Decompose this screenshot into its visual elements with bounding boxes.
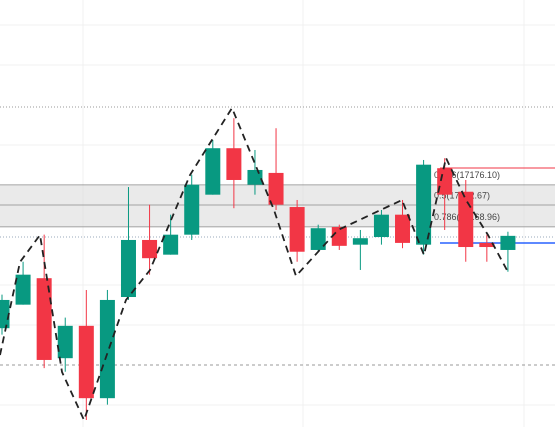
candle-body [205, 148, 221, 195]
candle-body [268, 172, 284, 205]
candle-body [36, 278, 52, 360]
candle-body [395, 214, 411, 243]
candle-body [78, 325, 94, 399]
candle-body [352, 238, 368, 245]
candle-body [57, 325, 73, 359]
candle-body [99, 299, 115, 399]
candle-body [0, 299, 10, 329]
candle-body [120, 239, 136, 298]
candle-body [458, 191, 474, 248]
candle-body [289, 207, 305, 252]
candle-body [479, 242, 495, 248]
fib-label: 0.236(17176.10) [434, 170, 500, 180]
candle-body [184, 184, 200, 235]
candle-body [331, 227, 347, 246]
candle-body [437, 168, 453, 195]
candle-body [247, 169, 263, 185]
candle-body [373, 214, 389, 238]
candle-body [142, 239, 158, 259]
candle-body [226, 148, 242, 180]
candle-body [500, 235, 516, 250]
candle-body [416, 164, 432, 245]
zigzag [0, 106, 509, 423]
candle-body [163, 234, 179, 255]
candle-body [15, 274, 31, 305]
candle-body [310, 228, 326, 250]
